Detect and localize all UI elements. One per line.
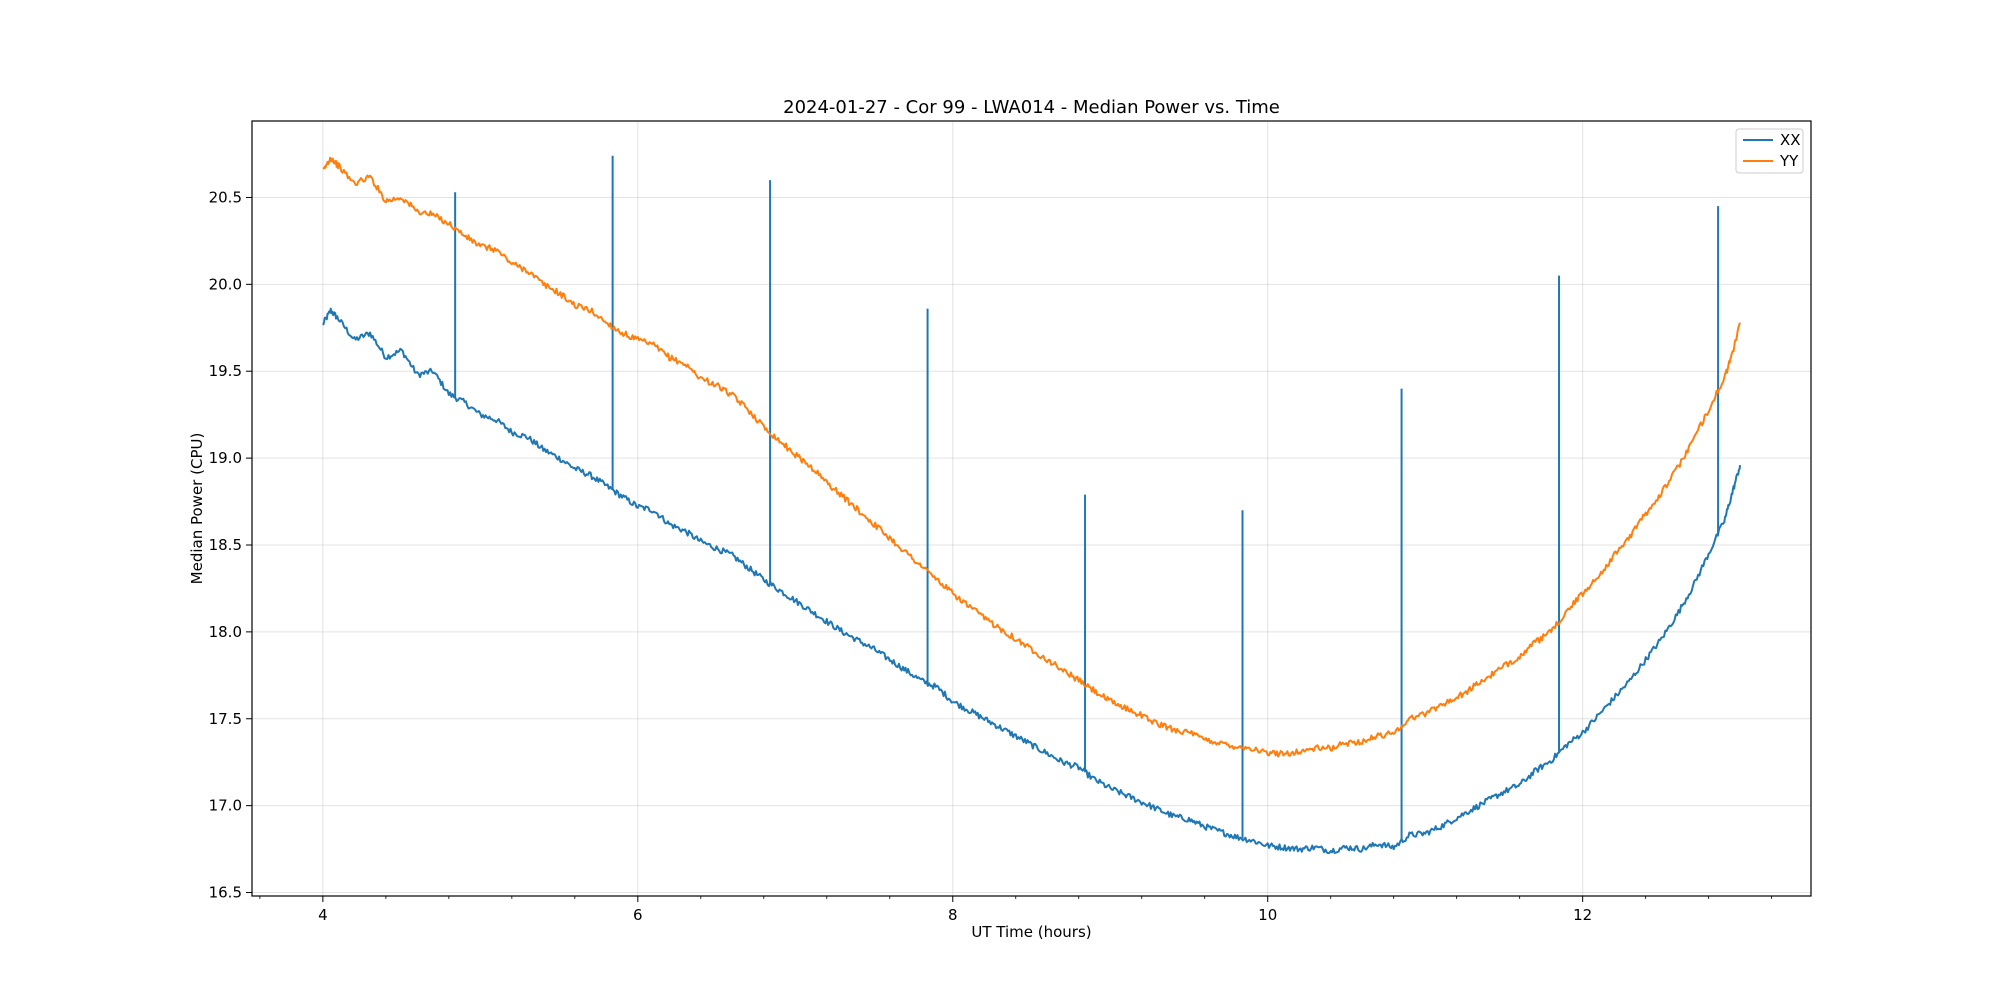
y-tick-label: 17.5 [209, 710, 242, 728]
plot-area [252, 121, 1811, 896]
x-axis-label: UT Time (hours) [971, 923, 1091, 941]
grid-lines [252, 121, 1811, 896]
x-tick-label: 8 [948, 906, 958, 924]
x-tick-label: 12 [1573, 906, 1592, 924]
x-tick-label: 10 [1258, 906, 1277, 924]
y-tick-label: 20.0 [209, 275, 242, 293]
series-line-yy [322, 156, 1742, 758]
legend-label-yy: YY [1779, 152, 1799, 170]
y-axis: 16.5 17.0 17.5 18.0 18.5 19.0 19.5 20.0 20.5 [209, 188, 252, 902]
x-tick-label: 6 [633, 906, 643, 924]
x-tick-label: 4 [318, 906, 328, 924]
y-tick-label: 16.5 [209, 884, 242, 902]
series-layer [322, 155, 1742, 855]
y-axis-label: Median Power (CPU) [188, 433, 206, 585]
plot-frame [251, 120, 1812, 897]
series-line-xx [322, 307, 1742, 855]
legend: XX YY [1735, 128, 1804, 174]
y-tick-label: 19.0 [209, 449, 242, 467]
y-tick-label: 20.5 [209, 188, 242, 206]
chart-title: 2024-01-27 - Cor 99 - LWA014 - Median Po… [783, 97, 1280, 118]
x-axis: 4 6 8 10 12 [259, 896, 1773, 924]
y-tick-label: 19.5 [209, 362, 242, 380]
legend-label-xx: XX [1780, 131, 1801, 149]
y-tick-label: 18.0 [209, 623, 242, 641]
y-tick-label: 17.0 [209, 797, 242, 815]
y-tick-label: 18.5 [209, 536, 242, 554]
